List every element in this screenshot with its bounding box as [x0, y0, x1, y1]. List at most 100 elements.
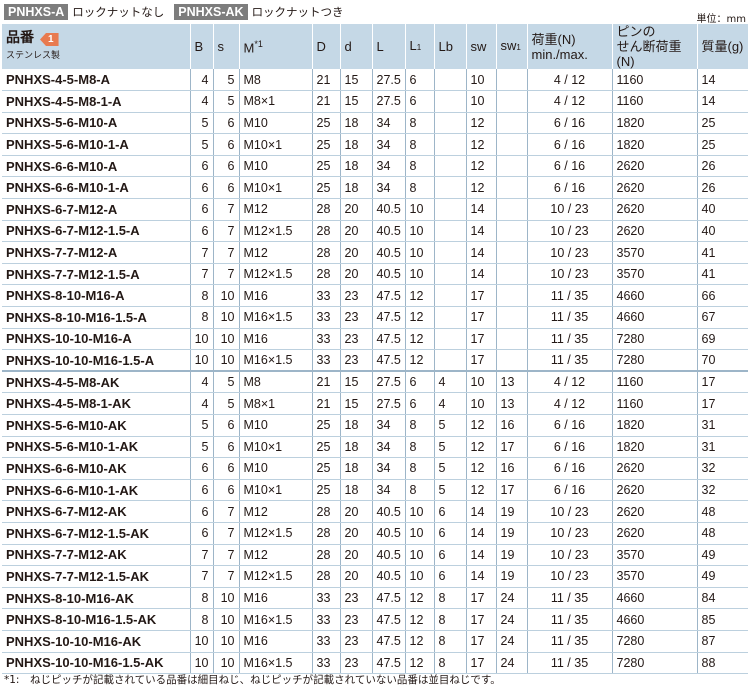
cell-mass: 85	[696, 608, 748, 631]
col-pin-1: ピンの	[616, 24, 656, 39]
cell-s: 10	[212, 630, 239, 653]
cell-load: 4 / 12	[526, 69, 612, 92]
table-row: PNHXS-6-6-M10-A 6 6 M10 25 18 34 8 12 6 / 16 2620 2…	[2, 155, 748, 178]
cell-sw: 10	[465, 90, 496, 113]
cell-l: 34	[371, 112, 405, 135]
cell-b: 6	[189, 198, 213, 221]
cell-l: 40.5	[371, 500, 405, 523]
cell-l: 27.5	[371, 90, 405, 113]
cell-b: 6	[189, 176, 213, 200]
cell-m: M16	[238, 284, 312, 308]
col-part-label: 品番	[6, 29, 34, 45]
cell-part-number: PNHXS-4-5-M8-AK	[2, 371, 190, 394]
cell-b: 7	[189, 565, 213, 588]
col-load-1: 荷重(N)	[531, 31, 576, 47]
col-m: M*1	[238, 24, 312, 69]
cell-lb: 6	[433, 565, 466, 588]
col-pin-2: せん断荷重(N)	[616, 39, 682, 69]
cell-part-number: PNHXS-10-10-M16-A	[2, 328, 190, 351]
col-D: D	[311, 24, 340, 69]
cell-d: 18	[339, 133, 372, 156]
cell-lb: 5	[433, 436, 466, 459]
cell-D: 33	[311, 652, 340, 675]
cell-l1: 8	[404, 436, 434, 459]
cell-part-number: PNHXS-4-5-M8-A	[2, 69, 190, 92]
cell-load: 4 / 12	[526, 392, 612, 415]
cell-d: 18	[339, 414, 372, 437]
cell-mass: 14	[696, 69, 748, 92]
cell-l1: 10	[404, 198, 434, 221]
cell-mass: 17	[696, 371, 748, 394]
cell-b: 10	[189, 349, 213, 373]
cell-load: 10 / 23	[526, 500, 612, 523]
cell-s: 6	[212, 155, 239, 178]
cell-s: 5	[212, 371, 239, 394]
cell-pin-shear: 4660	[611, 587, 697, 610]
col-sw: sw	[465, 24, 496, 69]
cell-s: 10	[212, 608, 239, 631]
cell-d: 20	[339, 198, 372, 221]
cell-lb: 5	[433, 414, 466, 437]
cell-lb	[433, 284, 466, 308]
cell-part-number: PNHXS-8-10-M16-1.5-A	[2, 306, 190, 329]
table-row: PNHXS-6-7-M12-1.5-AK 6 7 M12×1.5 28 20 40.5 10 6…	[2, 522, 748, 545]
cell-sw: 17	[465, 349, 496, 373]
cell-mass: 31	[696, 414, 748, 437]
cell-load: 11 / 35	[526, 349, 612, 373]
cell-sw: 12	[465, 457, 496, 480]
cell-mass: 32	[696, 479, 748, 502]
table-row: PNHXS-5-6-M10-1-A 5 6 M10×1 25 18 34 8 12 6 / 16 1…	[2, 133, 748, 156]
cell-l1: 12	[404, 349, 434, 373]
cell-sw1	[495, 306, 527, 329]
table-row: PNHXS-8-10-M16-AK 8 10 M16 33 23 47.5 12 8 17 24 11…	[2, 587, 748, 610]
cell-mass: 41	[696, 263, 748, 286]
table-row: PNHXS-6-7-M12-AK 6 7 M12 28 20 40.5 10 6 14 19 10 /…	[2, 500, 748, 523]
cell-l: 47.5	[371, 652, 405, 675]
cell-l: 34	[371, 133, 405, 156]
cell-D: 33	[311, 608, 340, 631]
cell-b: 5	[189, 436, 213, 459]
cell-part-number: PNHXS-10-10-M16-1.5-A	[2, 349, 190, 373]
cell-l1: 10	[404, 241, 434, 264]
cell-sw1: 13	[495, 371, 527, 394]
cell-l1: 8	[404, 112, 434, 135]
cell-pin-shear: 1820	[611, 436, 697, 459]
cell-pin-shear: 4660	[611, 284, 697, 308]
cell-pin-shear: 1820	[611, 414, 697, 437]
cell-mass: 67	[696, 306, 748, 329]
cell-d: 20	[339, 263, 372, 286]
cell-d: 15	[339, 69, 372, 92]
table-row: PNHXS-6-6-M10-1-A 6 6 M10×1 25 18 34 8 12 6 / 16 2…	[2, 176, 748, 200]
cell-pin-shear: 2620	[611, 155, 697, 178]
cell-sw: 14	[465, 198, 496, 221]
cell-s: 7	[212, 544, 239, 567]
cell-d: 20	[339, 500, 372, 523]
cell-part-number: PNHXS-6-7-M12-1.5-A	[2, 220, 190, 243]
cell-b: 7	[189, 263, 213, 286]
cell-part-number: PNHXS-5-6-M10-1-A	[2, 133, 190, 156]
cell-load: 10 / 23	[526, 241, 612, 264]
cell-sw: 12	[465, 133, 496, 156]
cell-s: 6	[212, 457, 239, 480]
cell-D: 28	[311, 263, 340, 286]
col-mass: 質量(g)	[696, 24, 748, 69]
cell-load: 6 / 16	[526, 479, 612, 502]
table-row: PNHXS-5-6-M10-1-AK 5 6 M10×1 25 18 34 8 5 12 17 6 /…	[2, 436, 748, 459]
cell-load: 10 / 23	[526, 198, 612, 221]
cell-lb	[433, 90, 466, 113]
cell-load: 6 / 16	[526, 414, 612, 437]
cell-b: 6	[189, 522, 213, 545]
cell-s: 5	[212, 392, 239, 415]
cell-sw: 14	[465, 500, 496, 523]
col-sw1: sw1	[495, 24, 527, 69]
cell-b: 7	[189, 544, 213, 567]
cell-b: 8	[189, 587, 213, 610]
cell-part-number: PNHXS-8-10-M16-AK	[2, 587, 190, 610]
cell-pin-shear: 1160	[611, 69, 697, 92]
cell-lb	[433, 155, 466, 178]
cell-pin-shear: 1160	[611, 90, 697, 113]
cell-sw1	[495, 90, 527, 113]
cell-l: 47.5	[371, 630, 405, 653]
cell-part-number: PNHXS-8-10-M16-A	[2, 284, 190, 308]
cell-lb: 8	[433, 630, 466, 653]
